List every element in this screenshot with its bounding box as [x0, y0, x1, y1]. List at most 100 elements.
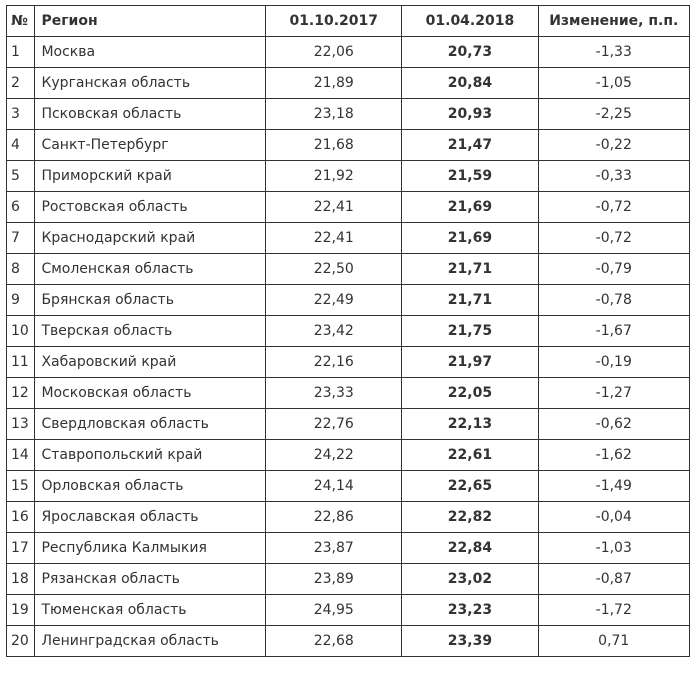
row-region: Тюменская область [34, 594, 267, 626]
row-change: -1,33 [537, 36, 691, 68]
row-region: Ставропольский край [34, 439, 267, 471]
row-number: 15 [5, 470, 36, 502]
row-region: Курганская область [34, 67, 267, 99]
row-value-2017: 22,16 [265, 346, 403, 378]
row-value-2017: 22,41 [265, 222, 403, 254]
row-region: Смоленская область [34, 253, 267, 285]
table-body: 1 Москва 22,06 20,73 -1,33 2 Курганская област… [5, 36, 691, 657]
row-value-2017: 22,49 [265, 284, 403, 316]
table-row: 12 Московская область 23,33 22,05 -1,27 [5, 377, 691, 409]
row-number: 1 [5, 36, 36, 68]
row-region: Псковская область [34, 98, 267, 130]
row-value-2018: 22,61 [401, 439, 539, 471]
row-change: -0,22 [537, 129, 691, 161]
table-row: 4 Санкт-Петербург 21,68 21,47 -0,22 [5, 129, 691, 161]
table-row: 1 Москва 22,06 20,73 -1,33 [5, 36, 691, 68]
table-row: 20 Ленинградская область 22,68 23,39 0,71 [5, 625, 691, 657]
row-value-2018: 23,23 [401, 594, 539, 626]
row-value-2017: 24,95 [265, 594, 403, 626]
row-value-2018: 20,73 [401, 36, 539, 68]
row-value-2017: 22,76 [265, 408, 403, 440]
row-change: -1,03 [537, 532, 691, 564]
row-number: 8 [5, 253, 36, 285]
table-row: 16 Ярославская область 22,86 22,82 -0,04 [5, 501, 691, 533]
row-value-2017: 21,68 [265, 129, 403, 161]
row-value-2017: 23,42 [265, 315, 403, 347]
header-change: Изменение, п.п. [537, 5, 691, 37]
row-value-2018: 21,97 [401, 346, 539, 378]
table-row: 19 Тюменская область 24,95 23,23 -1,72 [5, 594, 691, 626]
table-row: 8 Смоленская область 22,50 21,71 -0,79 [5, 253, 691, 285]
row-change: -1,49 [537, 470, 691, 502]
row-region: Ленинградская область [34, 625, 267, 657]
row-region: Ростовская область [34, 191, 267, 223]
row-number: 20 [5, 625, 36, 657]
row-value-2018: 20,84 [401, 67, 539, 99]
row-value-2018: 21,71 [401, 253, 539, 285]
row-change: -0,87 [537, 563, 691, 595]
table-row: 15 Орловская область 24,14 22,65 -1,49 [5, 470, 691, 502]
row-number: 7 [5, 222, 36, 254]
row-change: -1,27 [537, 377, 691, 409]
table-row: 17 Республика Калмыкия 23,87 22,84 -1,03 [5, 532, 691, 564]
header-date-2018: 01.04.2018 [401, 5, 539, 37]
row-region: Хабаровский край [34, 346, 267, 378]
row-region: Москва [34, 36, 267, 68]
row-value-2018: 21,69 [401, 222, 539, 254]
row-value-2017: 22,86 [265, 501, 403, 533]
row-number: 4 [5, 129, 36, 161]
row-number: 19 [5, 594, 36, 626]
row-number: 6 [5, 191, 36, 223]
row-number: 5 [5, 160, 36, 192]
table-row: 18 Рязанская область 23,89 23,02 -0,87 [5, 563, 691, 595]
table-row: 14 Ставропольский край 24,22 22,61 -1,62 [5, 439, 691, 471]
row-region: Московская область [34, 377, 267, 409]
row-value-2018: 21,47 [401, 129, 539, 161]
row-region: Брянская область [34, 284, 267, 316]
row-region: Тверская область [34, 315, 267, 347]
table-row: 2 Курганская область 21,89 20,84 -1,05 [5, 67, 691, 99]
row-change: -1,72 [537, 594, 691, 626]
row-value-2018: 20,93 [401, 98, 539, 130]
row-number: 11 [5, 346, 36, 378]
row-change: -0,33 [537, 160, 691, 192]
row-value-2018: 21,69 [401, 191, 539, 223]
row-value-2018: 22,65 [401, 470, 539, 502]
row-value-2018: 22,82 [401, 501, 539, 533]
table-row: 3 Псковская область 23,18 20,93 -2,25 [5, 98, 691, 130]
row-value-2018: 23,39 [401, 625, 539, 657]
table-row: 7 Краснодарский край 22,41 21,69 -0,72 [5, 222, 691, 254]
row-change: -1,62 [537, 439, 691, 471]
row-change: -1,05 [537, 67, 691, 99]
row-value-2017: 23,18 [265, 98, 403, 130]
row-region: Орловская область [34, 470, 267, 502]
row-value-2017: 23,87 [265, 532, 403, 564]
row-value-2017: 24,22 [265, 439, 403, 471]
table-row: 6 Ростовская область 22,41 21,69 -0,72 [5, 191, 691, 223]
row-value-2017: 24,14 [265, 470, 403, 502]
row-change: -0,04 [537, 501, 691, 533]
row-number: 16 [5, 501, 36, 533]
row-number: 9 [5, 284, 36, 316]
row-change: -1,67 [537, 315, 691, 347]
row-value-2017: 21,92 [265, 160, 403, 192]
row-number: 3 [5, 98, 36, 130]
row-change: -0,62 [537, 408, 691, 440]
row-region: Санкт-Петербург [34, 129, 267, 161]
row-value-2017: 22,68 [265, 625, 403, 657]
row-value-2017: 23,33 [265, 377, 403, 409]
row-value-2018: 22,05 [401, 377, 539, 409]
table-row: 11 Хабаровский край 22,16 21,97 -0,19 [5, 346, 691, 378]
row-value-2017: 21,89 [265, 67, 403, 99]
row-value-2018: 21,59 [401, 160, 539, 192]
row-change: -0,79 [537, 253, 691, 285]
table-row: 13 Свердловская область 22,76 22,13 -0,62 [5, 408, 691, 440]
row-region: Приморский край [34, 160, 267, 192]
header-region: Регион [34, 5, 267, 37]
row-value-2017: 22,41 [265, 191, 403, 223]
table-header-row: № Регион 01.10.2017 01.04.2018 Изменение… [5, 5, 691, 37]
header-number: № [5, 5, 36, 37]
row-value-2018: 23,02 [401, 563, 539, 595]
row-change: -0,78 [537, 284, 691, 316]
row-number: 13 [5, 408, 36, 440]
